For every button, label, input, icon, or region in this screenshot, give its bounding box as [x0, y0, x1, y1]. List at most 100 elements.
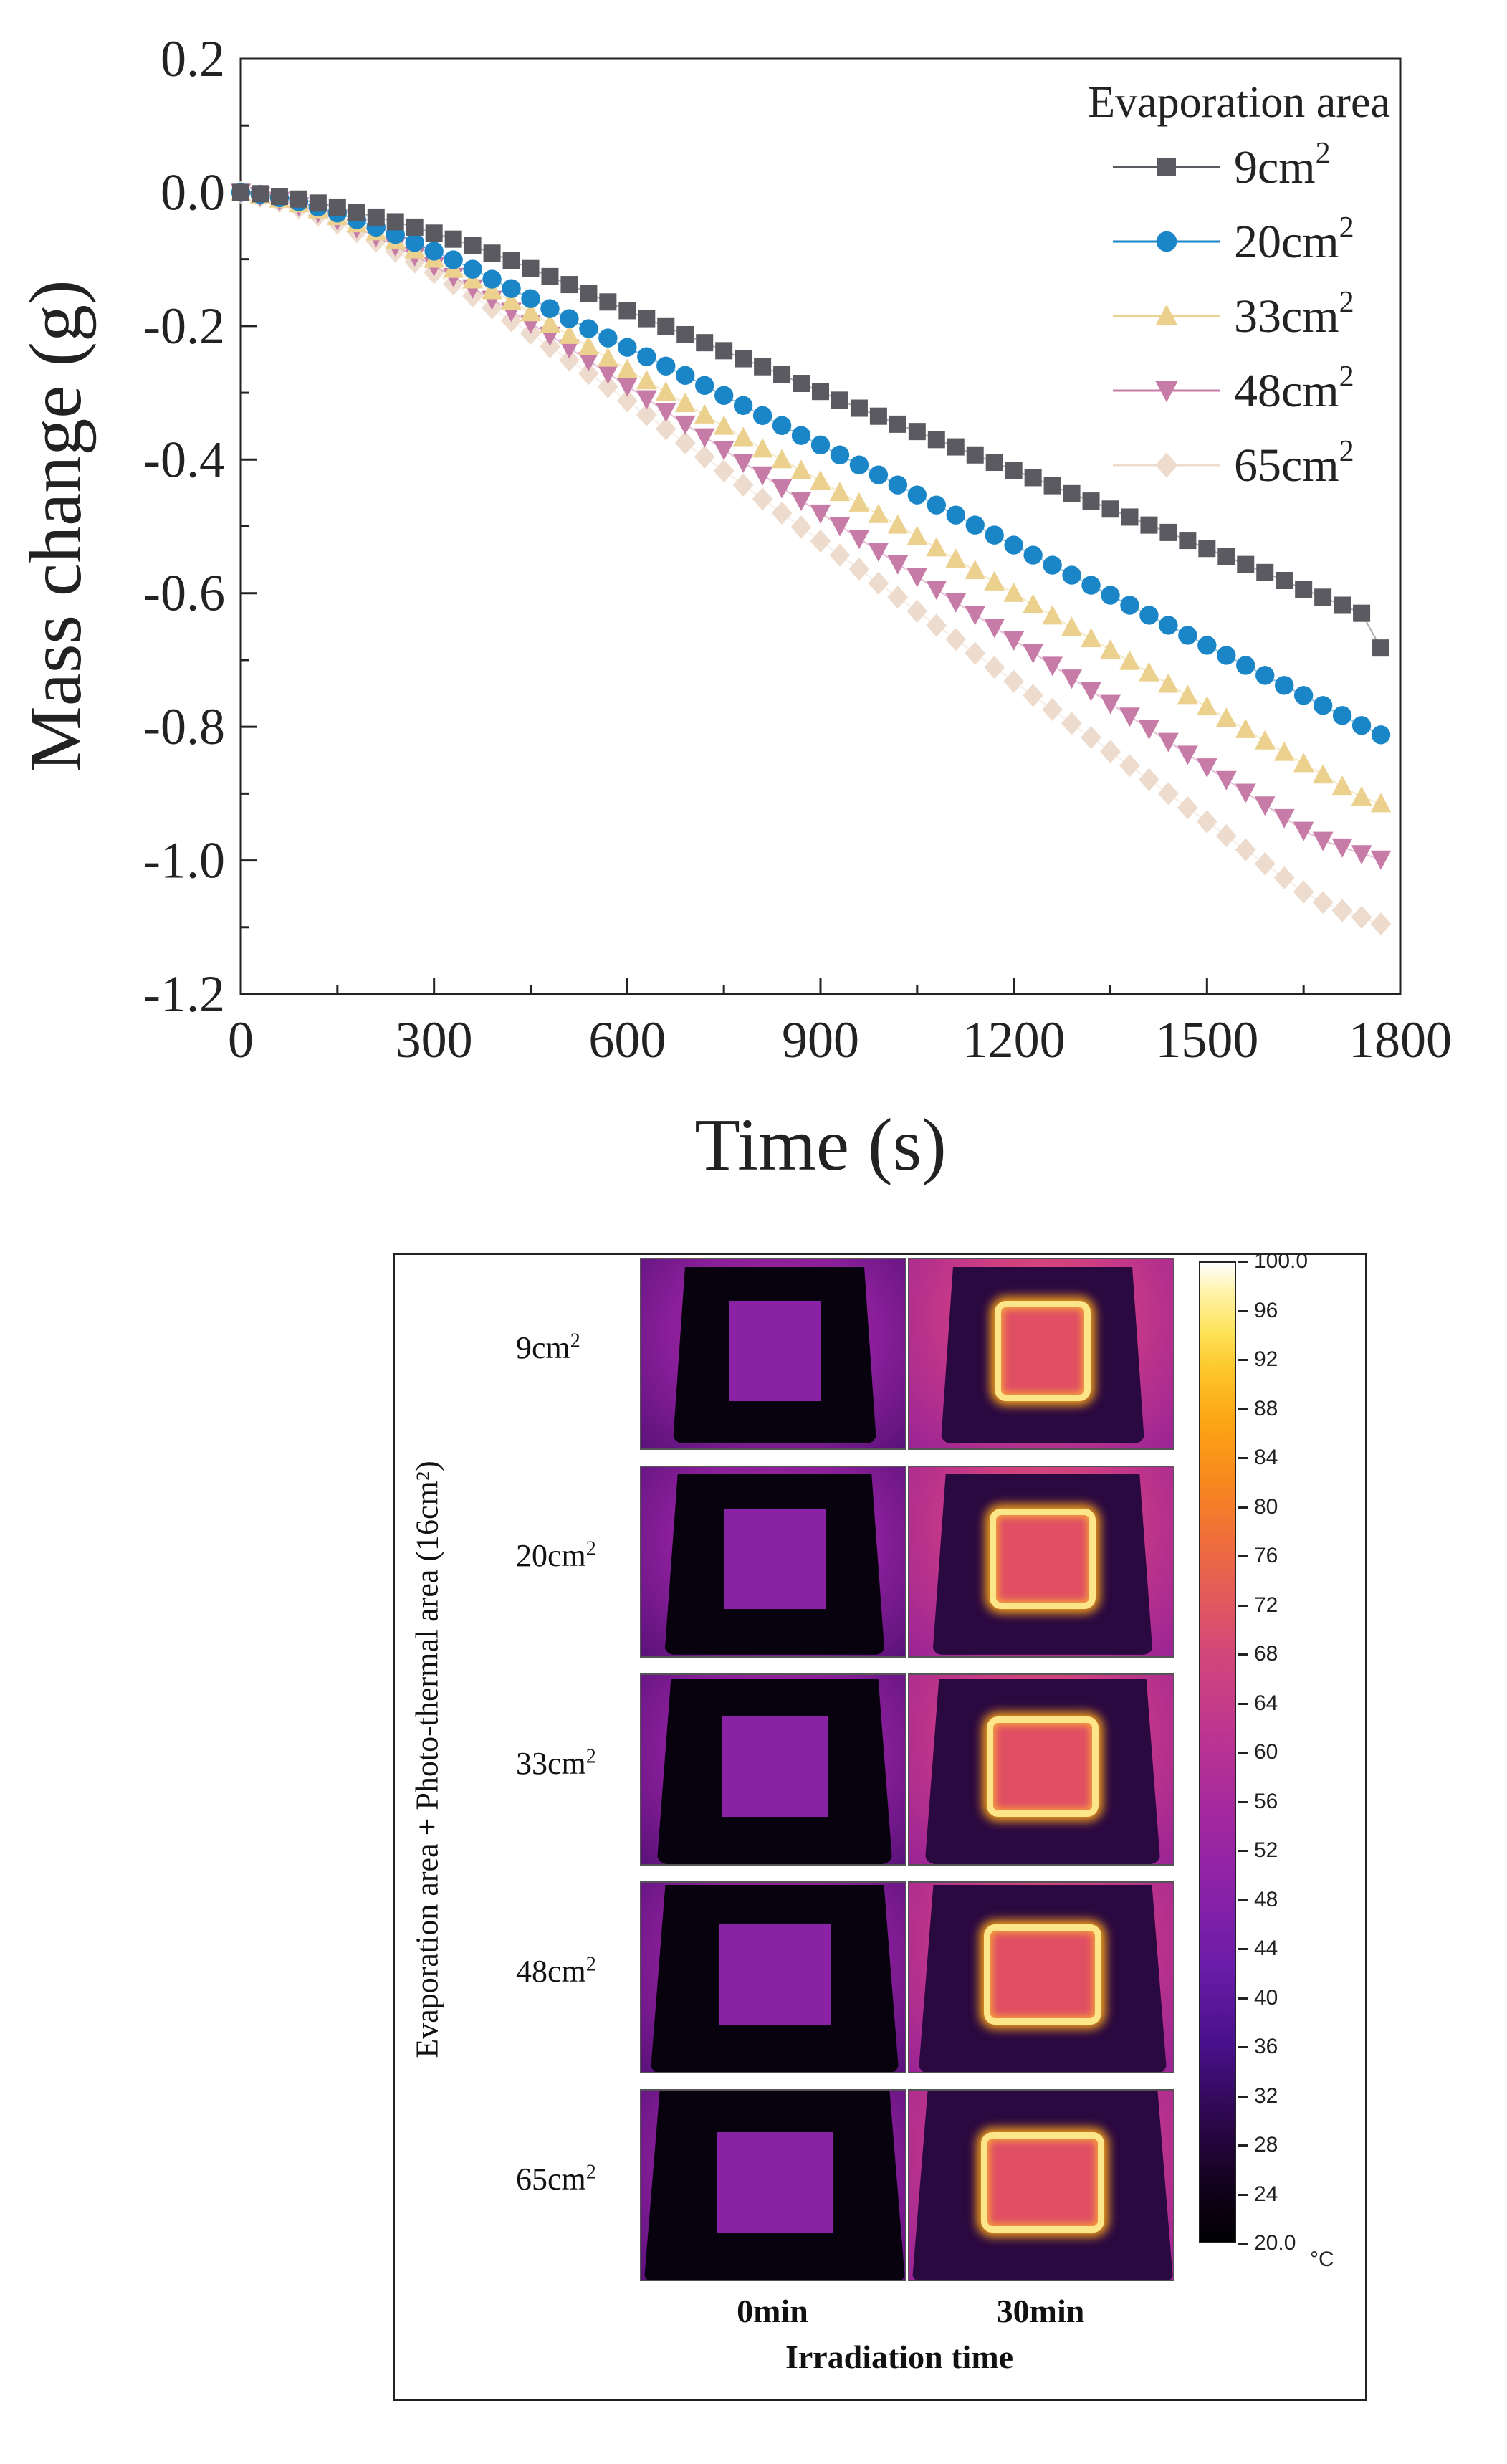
data-point — [829, 517, 851, 537]
data-point — [1331, 899, 1353, 922]
data-point — [1312, 891, 1334, 915]
data-point — [771, 449, 793, 469]
data-point — [829, 481, 851, 501]
data-point — [578, 352, 599, 372]
data-point — [752, 438, 773, 458]
legend-marker — [1155, 304, 1178, 325]
colorbar-tick-label: 24 — [1254, 2182, 1278, 2206]
data-point — [966, 446, 984, 464]
data-point — [386, 213, 404, 231]
thermal-side-title: Evaporation area + Photo-thermal area (1… — [409, 1461, 445, 2058]
data-point — [869, 465, 889, 484]
colorbar-tick-label: 28 — [1254, 2133, 1278, 2157]
data-point — [695, 376, 714, 396]
data-point — [1235, 718, 1256, 738]
data-point — [348, 204, 365, 221]
data-point — [965, 515, 985, 535]
data-point — [752, 466, 773, 486]
data-point — [1179, 532, 1197, 550]
data-point — [1003, 631, 1025, 651]
data-point — [559, 324, 580, 344]
data-point — [674, 415, 696, 435]
data-point — [985, 454, 1003, 472]
mass-change-chart: 0 300 600 900 1200 1500 1800 0.2 0.0 -0.2 -0.4 -0.6… — [14, 30, 1452, 1186]
series-9cm2 — [232, 183, 1390, 657]
colorbar-tick — [1238, 2095, 1248, 2098]
data-point — [868, 542, 889, 562]
column-label-0min: 0min — [737, 2293, 808, 2329]
temperature-colorbar — [1199, 1261, 1236, 2243]
data-point — [578, 335, 599, 355]
data-point — [1005, 462, 1023, 479]
data-point — [1276, 572, 1293, 590]
data-point — [927, 495, 947, 515]
data-point — [636, 370, 657, 390]
thermal-row-label: 9cm2 — [516, 1329, 580, 1365]
data-point — [906, 568, 928, 588]
colorbar-tick — [1238, 1653, 1248, 1656]
data-point — [1217, 646, 1236, 665]
colorbar-unit: °C — [1310, 2248, 1334, 2271]
data-point — [713, 459, 735, 483]
colorbar-tick — [1238, 1800, 1248, 1803]
data-point — [618, 302, 636, 320]
data-point — [869, 407, 887, 425]
data-point — [521, 289, 540, 308]
colorbar-tick-label: 56 — [1254, 1789, 1278, 1813]
data-point — [1061, 616, 1082, 636]
photothermal-hot-ring — [995, 1301, 1091, 1401]
colorbar-min-label: 20.0 — [1254, 2231, 1296, 2255]
data-point — [829, 543, 851, 567]
y-tick-label: -0.4 — [143, 431, 225, 488]
data-point — [444, 230, 462, 248]
data-point — [1236, 656, 1255, 675]
data-point — [1081, 628, 1101, 648]
data-point — [1140, 516, 1158, 534]
x-tick-label: 300 — [396, 1011, 473, 1069]
data-point — [1353, 604, 1371, 622]
photothermal-region — [724, 1509, 826, 1609]
data-point — [1196, 696, 1217, 716]
colorbar-tick — [1238, 1261, 1248, 1263]
legend-marker — [1155, 452, 1178, 478]
x-tick-label: 900 — [782, 1011, 859, 1069]
data-point — [848, 557, 870, 581]
data-point — [540, 313, 560, 333]
data-point — [714, 386, 734, 405]
data-point — [1351, 845, 1372, 865]
data-point — [771, 501, 793, 525]
data-point — [425, 224, 443, 242]
data-point — [984, 655, 1005, 679]
colorbar-tick-label: 88 — [1254, 1396, 1278, 1420]
series-33cm2 — [230, 181, 1392, 813]
data-point — [1351, 716, 1372, 735]
data-point — [1177, 745, 1198, 765]
data-point — [674, 392, 696, 412]
data-point — [1293, 686, 1314, 705]
data-point — [676, 366, 695, 386]
data-point — [1101, 500, 1119, 518]
colorbar-tick — [1238, 1359, 1248, 1361]
data-point — [655, 381, 676, 401]
data-point — [541, 267, 559, 285]
data-point — [1100, 740, 1121, 763]
data-point — [618, 338, 637, 357]
data-point — [406, 218, 424, 236]
thermal-image-30min — [908, 1258, 1174, 1450]
data-point — [502, 279, 521, 298]
data-point — [926, 581, 947, 601]
colorbar-tick-label: 80 — [1254, 1494, 1278, 1519]
thermal-row-label: 48cm2 — [516, 1953, 596, 1989]
data-point — [1254, 730, 1276, 750]
data-point — [1351, 905, 1372, 930]
data-point — [501, 290, 522, 310]
data-point — [773, 366, 791, 383]
data-point — [367, 208, 385, 226]
data-point — [598, 328, 618, 348]
data-point — [1293, 821, 1314, 841]
data-point — [1217, 548, 1235, 565]
data-point — [946, 505, 965, 525]
data-point — [715, 342, 733, 360]
data-point — [696, 334, 714, 352]
data-point — [616, 358, 638, 378]
